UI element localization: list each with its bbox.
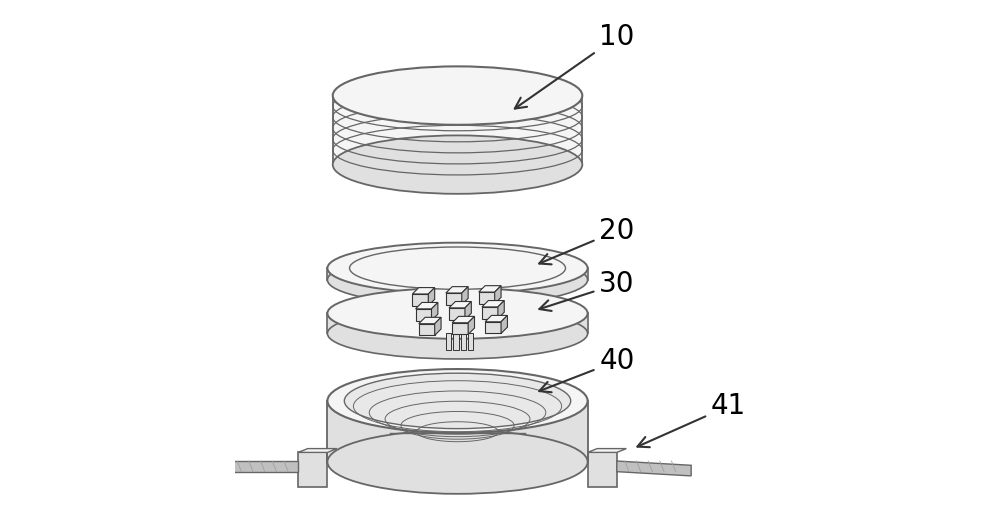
- Polygon shape: [333, 96, 582, 165]
- Polygon shape: [416, 303, 438, 309]
- Polygon shape: [419, 318, 441, 324]
- Polygon shape: [449, 302, 471, 308]
- Ellipse shape: [327, 254, 588, 305]
- Ellipse shape: [327, 288, 588, 339]
- Polygon shape: [419, 324, 435, 336]
- Polygon shape: [229, 461, 298, 472]
- Polygon shape: [432, 303, 438, 321]
- Polygon shape: [416, 309, 432, 321]
- Polygon shape: [435, 318, 441, 336]
- Text: 20: 20: [539, 217, 635, 264]
- Polygon shape: [462, 287, 468, 305]
- Polygon shape: [428, 288, 435, 306]
- Bar: [468, 333, 473, 350]
- Text: 40: 40: [539, 347, 635, 392]
- Text: 10: 10: [515, 23, 635, 108]
- Polygon shape: [485, 315, 507, 322]
- Text: 41: 41: [637, 392, 746, 447]
- Polygon shape: [446, 287, 468, 293]
- Polygon shape: [479, 292, 495, 304]
- Ellipse shape: [333, 66, 582, 125]
- Polygon shape: [501, 315, 507, 333]
- Ellipse shape: [327, 430, 588, 494]
- Bar: [461, 333, 466, 350]
- Ellipse shape: [327, 308, 588, 359]
- Polygon shape: [412, 288, 435, 294]
- Polygon shape: [452, 316, 475, 323]
- Polygon shape: [617, 461, 691, 476]
- Ellipse shape: [350, 247, 565, 289]
- Polygon shape: [482, 307, 498, 319]
- Polygon shape: [465, 302, 471, 320]
- Bar: [446, 333, 451, 350]
- Ellipse shape: [344, 373, 571, 429]
- Polygon shape: [298, 452, 327, 487]
- Polygon shape: [298, 449, 337, 452]
- Polygon shape: [485, 322, 501, 333]
- Text: 30: 30: [539, 270, 635, 311]
- Polygon shape: [412, 294, 428, 306]
- Polygon shape: [479, 286, 501, 292]
- Polygon shape: [327, 268, 588, 280]
- Polygon shape: [588, 449, 626, 452]
- Polygon shape: [446, 293, 462, 305]
- Polygon shape: [498, 301, 504, 319]
- Bar: [453, 333, 459, 350]
- Polygon shape: [327, 313, 588, 333]
- Polygon shape: [452, 323, 468, 335]
- Polygon shape: [449, 308, 465, 320]
- Ellipse shape: [327, 369, 588, 433]
- Ellipse shape: [333, 135, 582, 194]
- Polygon shape: [327, 401, 588, 462]
- Polygon shape: [588, 452, 617, 487]
- Polygon shape: [482, 301, 504, 307]
- Ellipse shape: [327, 243, 588, 294]
- Polygon shape: [468, 316, 475, 335]
- Polygon shape: [495, 286, 501, 304]
